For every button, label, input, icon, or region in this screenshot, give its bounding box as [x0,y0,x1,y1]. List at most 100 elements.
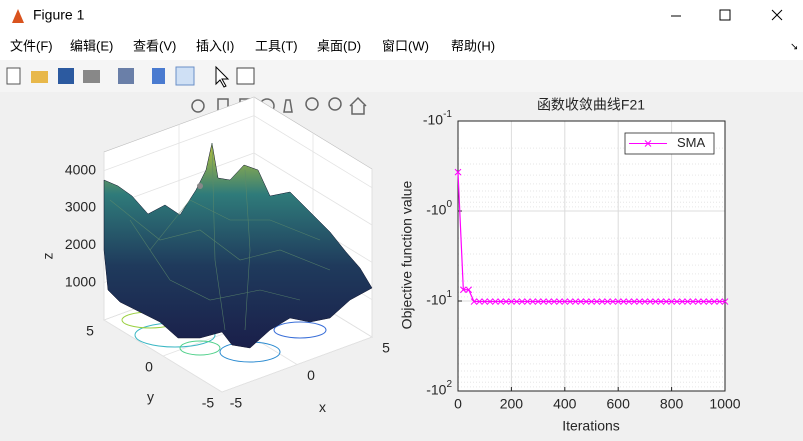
y-tick-label: 5 [86,323,94,339]
menu-item[interactable]: 编辑(E) [70,38,113,53]
marker [625,298,633,305]
x-tick-label: 0 [307,367,315,383]
x-tick-label: 800 [660,396,684,412]
x-tick-label: 5 [382,340,390,356]
marker [577,298,585,305]
marker [716,298,724,305]
title-bar [0,0,803,32]
contour-line [179,340,221,356]
marker [465,286,473,294]
zoom-out-icon[interactable] [328,97,342,111]
exponent: -1 [443,109,452,120]
z-label: z [40,253,56,260]
menu-item[interactable]: 桌面(D) [317,38,361,53]
marker [566,298,574,305]
print-icon[interactable] [83,70,100,83]
marker [657,298,665,305]
zoom-in-icon[interactable] [305,97,319,111]
save-icon[interactable] [58,68,74,84]
y-tick-label: 0 [145,359,153,375]
export-icon[interactable] [118,68,134,84]
marker [636,298,643,305]
legend-icon[interactable] [175,66,195,86]
toolbar-icons: ↘ [6,42,798,88]
chart-title: 函数收敛曲线F21 [537,97,645,113]
y-tick-label: -101 [426,289,452,308]
marker [529,298,537,305]
marker [609,298,617,305]
y-label: Objective function value [399,180,415,329]
close[interactable] [771,9,783,21]
marker [689,298,697,305]
marker [588,298,595,305]
grid-line [103,115,255,172]
marker [678,298,686,305]
maximize[interactable] [719,9,731,21]
marker [641,298,649,305]
marker [662,298,670,305]
marker [454,168,462,176]
legend-label: SMA [677,135,706,150]
new-icon[interactable] [6,67,21,85]
marker [497,298,505,305]
menu-item[interactable]: 工具(T) [255,38,298,53]
marker [646,298,654,305]
exponent: 1 [446,289,452,300]
marker [502,298,510,305]
marker [582,298,590,305]
app-icon [12,9,24,23]
inspector-icon[interactable] [236,67,255,85]
marker [705,298,713,305]
marker [459,286,467,294]
legend-box [624,132,715,155]
marker [673,298,681,305]
x-tick-label: 200 [500,396,524,412]
marker [572,298,579,305]
marker [630,298,638,305]
x-tick-label: 400 [553,396,577,412]
dock-arrow[interactable]: ↘ [790,42,798,53]
open-icon[interactable] [31,71,48,83]
surface-mesh [109,142,331,331]
home-icon[interactable] [349,96,367,115]
brush-icon[interactable] [191,99,205,113]
z-tick-label: 4000 [65,161,96,177]
y-tick-label: -5 [202,395,215,411]
menu-item[interactable]: 窗口(W) [382,38,429,53]
y-tick-label: -10-1 [423,109,453,128]
marker [492,298,499,305]
y-tick-label: -102 [426,379,452,398]
exponent: 2 [446,379,452,390]
plot-area [458,121,725,391]
colorbar-icon[interactable] [152,68,165,84]
pointer-icon[interactable] [215,65,230,88]
marker [684,298,691,305]
marker [508,298,515,305]
marker [604,298,611,305]
marker [534,298,542,305]
marker [700,298,707,305]
marker [652,298,659,305]
x-tick-label: 0 [454,396,462,412]
marker [550,298,558,305]
marker [556,298,563,305]
pan-icon[interactable] [283,99,293,113]
marker [476,298,483,305]
menu-item[interactable]: 查看(V) [133,38,176,53]
y-tick-label: -100 [426,199,452,218]
menu-item[interactable]: 文件(F) [10,38,53,53]
marker [481,298,489,305]
marker [513,298,521,305]
line-axes: 函数收敛曲线F21 Iterations Objective function … [399,97,741,434]
marker [486,298,494,305]
marker [518,298,526,305]
z-tick-label: 2000 [65,236,96,252]
exponent: 0 [446,199,452,210]
z-tick-label: 1000 [65,273,96,289]
menu-item[interactable]: 帮助(H) [451,38,495,53]
x-label: Iterations [562,418,620,434]
x-tick-label: -5 [230,395,243,411]
menu-item[interactable]: 插入(I) [196,38,234,53]
